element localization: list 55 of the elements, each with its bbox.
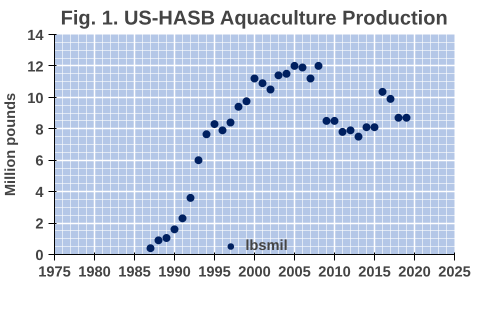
x-tick-label: 2025 bbox=[438, 264, 471, 280]
point bbox=[210, 120, 218, 128]
x-tick-label: 2010 bbox=[318, 264, 351, 280]
y-tick-label: 8 bbox=[35, 122, 44, 138]
y-tick-label: 2 bbox=[35, 216, 44, 233]
y-tick-label: 6 bbox=[35, 154, 44, 170]
x-tick-label: 2015 bbox=[358, 264, 391, 280]
point bbox=[178, 214, 186, 222]
y-tick-label: 14 bbox=[27, 28, 44, 44]
x-tick-label: 2005 bbox=[278, 264, 311, 280]
point bbox=[154, 236, 162, 244]
point bbox=[394, 114, 402, 122]
y-tick-label: 4 bbox=[35, 185, 44, 202]
point bbox=[370, 123, 378, 132]
point bbox=[314, 62, 322, 70]
point bbox=[202, 130, 210, 138]
y-axis-title: Million pounds bbox=[3, 92, 20, 196]
point bbox=[282, 70, 290, 78]
x-tick-label: 1975 bbox=[38, 264, 71, 280]
x-tick-label: 1990 bbox=[158, 264, 191, 280]
point bbox=[298, 64, 306, 72]
point bbox=[322, 116, 330, 125]
point bbox=[234, 102, 242, 111]
point bbox=[354, 132, 362, 141]
point bbox=[338, 128, 346, 136]
legend-label: lbsmil bbox=[245, 238, 288, 254]
point bbox=[386, 94, 394, 103]
point bbox=[266, 86, 274, 94]
x-tick-label: 1995 bbox=[198, 264, 231, 280]
point bbox=[162, 234, 170, 242]
point bbox=[274, 71, 282, 80]
x-tick-label: 2000 bbox=[238, 264, 271, 280]
point bbox=[218, 126, 226, 134]
point bbox=[258, 79, 266, 88]
point bbox=[290, 62, 298, 70]
x-tick-label: 1985 bbox=[118, 264, 151, 280]
point bbox=[346, 126, 354, 134]
y-tick-label: 10 bbox=[27, 90, 44, 107]
y-tick-label: 0 bbox=[35, 248, 44, 264]
point bbox=[170, 225, 178, 234]
point bbox=[186, 194, 194, 202]
point bbox=[362, 123, 370, 132]
point bbox=[250, 74, 258, 82]
point bbox=[146, 244, 154, 252]
point bbox=[242, 97, 250, 106]
x-tick-label: 2020 bbox=[398, 264, 431, 280]
point bbox=[306, 74, 314, 82]
point bbox=[402, 114, 410, 122]
point bbox=[194, 156, 202, 164]
chart-title: Fig. 1. US-HASB Aquaculture Production bbox=[60, 8, 448, 30]
y-tick-label: 12 bbox=[27, 59, 44, 76]
point bbox=[330, 116, 338, 125]
point bbox=[226, 118, 234, 126]
point bbox=[378, 88, 386, 96]
x-tick-label: 1980 bbox=[78, 264, 111, 280]
